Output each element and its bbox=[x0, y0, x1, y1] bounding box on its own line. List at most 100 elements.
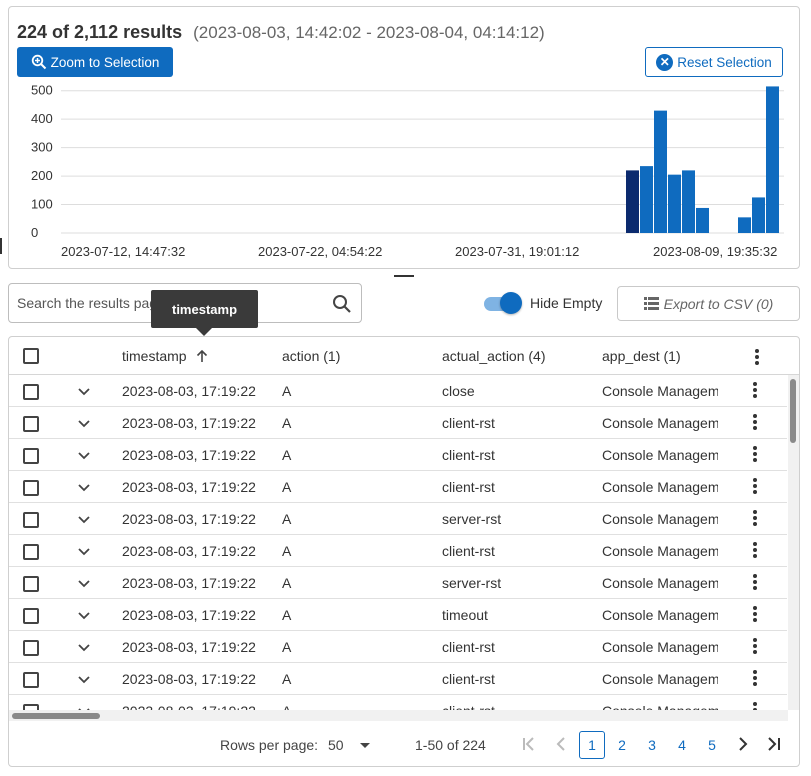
column-header-action[interactable]: action (1) bbox=[282, 348, 341, 364]
page-button-4[interactable]: 4 bbox=[678, 737, 686, 753]
hide-empty-toggle[interactable] bbox=[482, 292, 522, 314]
row-checkbox[interactable] bbox=[23, 704, 39, 710]
column-header-timestamp[interactable]: timestamp bbox=[122, 348, 208, 364]
row-menu-icon[interactable] bbox=[753, 446, 757, 462]
cell-app-dest: Console Management bbox=[602, 639, 718, 655]
histogram-bar[interactable] bbox=[626, 170, 639, 233]
first-page-icon[interactable] bbox=[520, 735, 538, 753]
histogram-bar[interactable] bbox=[682, 170, 695, 233]
row-checkbox[interactable] bbox=[23, 576, 39, 592]
row-menu-icon[interactable] bbox=[753, 702, 757, 710]
histogram-bar[interactable] bbox=[696, 207, 709, 233]
row-menu-icon[interactable] bbox=[753, 414, 757, 430]
row-menu-icon[interactable] bbox=[753, 574, 757, 590]
row-checkbox[interactable] bbox=[23, 608, 39, 624]
cell-action: A bbox=[282, 639, 292, 655]
cell-action: A bbox=[282, 383, 292, 399]
export-csv-button[interactable]: Export to CSV (0) bbox=[617, 286, 800, 321]
vertical-scrollbar-thumb[interactable] bbox=[790, 379, 796, 443]
next-page-icon[interactable] bbox=[734, 735, 752, 753]
row-checkbox[interactable] bbox=[23, 544, 39, 560]
select-all-checkbox[interactable] bbox=[23, 348, 39, 364]
histogram-bar[interactable] bbox=[640, 166, 653, 233]
vertical-scrollbar[interactable] bbox=[788, 375, 799, 710]
resize-handle[interactable] bbox=[394, 275, 414, 277]
y-tick-label: 300 bbox=[31, 140, 53, 155]
chevron-down-icon[interactable] bbox=[77, 416, 91, 430]
chevron-down-icon[interactable] bbox=[77, 544, 91, 558]
cell-timestamp: 2023-08-03, 17:19:22 bbox=[122, 703, 272, 710]
page-button-5[interactable]: 5 bbox=[708, 737, 716, 753]
row-menu-icon[interactable] bbox=[753, 542, 757, 558]
page-button-3[interactable]: 3 bbox=[648, 737, 656, 753]
horizontal-scrollbar[interactable] bbox=[9, 710, 788, 721]
histogram-chart[interactable]: 500 400 300 200 100 0 2023-07-12, 14:47:32 2023… bbox=[9, 7, 799, 268]
row-checkbox[interactable] bbox=[23, 416, 39, 432]
histogram-bar[interactable] bbox=[668, 174, 681, 233]
histogram-bar[interactable] bbox=[766, 86, 779, 233]
cell-actual-action: client-rst bbox=[442, 447, 495, 463]
column-menu-icon[interactable] bbox=[755, 349, 759, 365]
cell-timestamp: 2023-08-03, 17:19:22 bbox=[122, 511, 256, 527]
row-checkbox[interactable] bbox=[23, 384, 39, 400]
search-icon[interactable] bbox=[331, 293, 353, 315]
row-menu-icon[interactable] bbox=[753, 606, 757, 622]
horizontal-scrollbar-thumb[interactable] bbox=[12, 713, 100, 719]
reset-selection-button[interactable]: ✕ Reset Selection bbox=[645, 47, 783, 77]
cell-app-dest: Console Management bbox=[602, 415, 718, 431]
chevron-down-icon[interactable] bbox=[77, 576, 91, 590]
chevron-down-icon[interactable] bbox=[77, 608, 91, 622]
row-menu-icon[interactable] bbox=[753, 382, 757, 398]
caret-down-icon[interactable] bbox=[360, 743, 370, 748]
zoom-to-selection-button[interactable]: Zoom to Selection bbox=[17, 47, 173, 77]
row-menu-icon[interactable] bbox=[753, 478, 757, 494]
page-button-1[interactable]: 1 bbox=[579, 731, 605, 759]
page-button-2[interactable]: 2 bbox=[618, 737, 626, 753]
cell-actual-action: client-rst bbox=[442, 479, 495, 495]
column-header-app-dest[interactable]: app_dest (1) bbox=[602, 348, 681, 364]
sort-ascending-icon[interactable] bbox=[196, 349, 208, 362]
cell-action: A bbox=[282, 511, 292, 527]
histogram-bar[interactable] bbox=[738, 217, 751, 233]
chevron-down-icon[interactable] bbox=[77, 640, 91, 654]
y-tick-label: 0 bbox=[31, 225, 38, 240]
chevron-down-icon[interactable] bbox=[77, 448, 91, 462]
cell-app-dest: Console Management bbox=[602, 543, 718, 559]
chevron-down-icon[interactable] bbox=[77, 672, 91, 686]
chevron-down-icon[interactable] bbox=[77, 480, 91, 494]
histogram-bar[interactable] bbox=[654, 110, 667, 233]
row-checkbox[interactable] bbox=[23, 640, 39, 656]
column-header-actual-action[interactable]: actual_action (4) bbox=[442, 348, 546, 364]
cell-app-dest: Console Management bbox=[602, 383, 718, 399]
cell-actual-action: client-rst bbox=[442, 415, 495, 431]
x-tick-label: 2023-08-09, 19:35:32 bbox=[653, 244, 777, 259]
rows-per-page-select[interactable]: 50 bbox=[328, 737, 344, 753]
chevron-down-icon[interactable] bbox=[77, 384, 91, 398]
previous-page-icon[interactable] bbox=[552, 735, 570, 753]
toggle-knob bbox=[500, 292, 522, 314]
row-menu-icon[interactable] bbox=[753, 670, 757, 686]
row-checkbox[interactable] bbox=[23, 480, 39, 496]
row-checkbox[interactable] bbox=[23, 448, 39, 464]
row-menu-icon[interactable] bbox=[753, 638, 757, 654]
chevron-down-icon[interactable] bbox=[77, 512, 91, 526]
histogram-bar[interactable] bbox=[752, 197, 765, 233]
last-page-icon[interactable] bbox=[765, 735, 783, 753]
table-header: timestamp action (1) actual_action (4) a… bbox=[9, 337, 799, 375]
row-checkbox[interactable] bbox=[23, 512, 39, 528]
cell-app-dest: Console Management bbox=[602, 671, 718, 687]
row-menu-icon[interactable] bbox=[753, 510, 757, 526]
row-checkbox[interactable] bbox=[23, 672, 39, 688]
cell-actual-action: close bbox=[442, 383, 475, 399]
